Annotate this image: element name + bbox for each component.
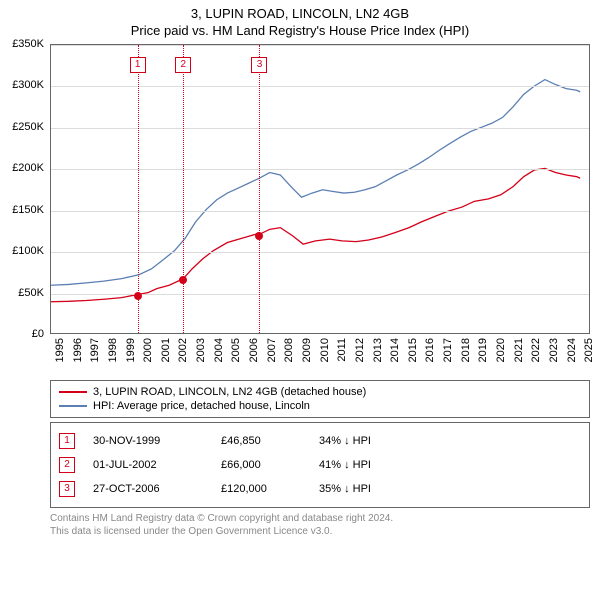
y-tick-label: £50K [18, 287, 44, 299]
sale-marker-line [183, 45, 184, 333]
x-tick-label: 2010 [319, 338, 331, 362]
sale-price: £120,000 [221, 483, 301, 495]
gridline [51, 45, 589, 46]
chart-title-address: 3, LUPIN ROAD, LINCOLN, LN2 4GB [0, 6, 600, 21]
legend-row: HPI: Average price, detached house, Linc… [59, 399, 581, 413]
chart-container: 3, LUPIN ROAD, LINCOLN, LN2 4GB Price pa… [0, 0, 600, 538]
x-tick-label: 1997 [89, 338, 101, 362]
gridline [51, 294, 589, 295]
sale-date: 27-OCT-2006 [93, 483, 203, 495]
x-tick-label: 2004 [213, 338, 225, 362]
line-series-svg [51, 45, 589, 333]
sales-table: 1 30-NOV-1999 £46,850 34% ↓ HPI 2 01-JUL-2002… [50, 422, 590, 508]
legend-swatch [59, 405, 87, 407]
legend-swatch [59, 391, 87, 393]
plot-area: 1 2 3 [50, 44, 590, 334]
x-tick-label: 2009 [301, 338, 313, 362]
y-tick-label: £300K [12, 79, 44, 91]
sale-marker-point [179, 276, 187, 284]
sale-diff: 34% ↓ HPI [319, 435, 371, 447]
x-tick-label: 2001 [160, 338, 172, 362]
x-tick-label: 2016 [424, 338, 436, 362]
gridline [51, 169, 589, 170]
sale-diff: 41% ↓ HPI [319, 459, 371, 471]
sale-price: £46,850 [221, 435, 301, 447]
x-tick-label: 2022 [530, 338, 542, 362]
chart-title-subtitle: Price paid vs. HM Land Registry's House … [0, 23, 600, 38]
x-tick-label: 1996 [72, 338, 84, 362]
x-tick-label: 2011 [336, 338, 348, 362]
footnote-line2: This data is licensed under the Open Gov… [50, 525, 590, 538]
y-axis-labels: £0£50K£100K£150K£200K£250K£300K£350K [0, 44, 48, 334]
gridline [51, 128, 589, 129]
sale-number-box: 1 [59, 433, 75, 449]
x-tick-label: 2003 [195, 338, 207, 362]
x-tick-label: 2005 [230, 338, 242, 362]
x-tick-label: 2012 [354, 338, 366, 362]
x-tick-label: 2024 [566, 338, 578, 362]
sale-marker-box: 3 [251, 57, 267, 73]
x-tick-label: 2025 [583, 338, 595, 362]
gridline [51, 252, 589, 253]
sale-row: 2 01-JUL-2002 £66,000 41% ↓ HPI [59, 453, 581, 477]
x-tick-label: 2007 [266, 338, 278, 362]
chart-titles: 3, LUPIN ROAD, LINCOLN, LN2 4GB Price pa… [0, 0, 600, 38]
legend-label: HPI: Average price, detached house, Linc… [93, 400, 310, 412]
sale-row: 3 27-OCT-2006 £120,000 35% ↓ HPI [59, 477, 581, 501]
x-tick-label: 2002 [177, 338, 189, 362]
x-tick-label: 2013 [372, 338, 384, 362]
x-tick-label: 2017 [442, 338, 454, 362]
x-tick-label: 2023 [548, 338, 560, 362]
y-tick-label: £0 [32, 328, 44, 340]
x-tick-label: 1999 [125, 338, 137, 362]
sale-number-box: 3 [59, 481, 75, 497]
sale-marker-point [134, 292, 142, 300]
x-tick-label: 1998 [107, 338, 119, 362]
x-tick-label: 2019 [477, 338, 489, 362]
x-tick-label: 1995 [54, 338, 66, 362]
y-tick-label: £250K [12, 121, 44, 133]
x-tick-label: 2020 [495, 338, 507, 362]
x-tick-label: 2018 [460, 338, 472, 362]
gridline [51, 211, 589, 212]
sale-marker-point [255, 232, 263, 240]
x-tick-label: 2006 [248, 338, 260, 362]
y-tick-label: £350K [12, 38, 44, 50]
y-tick-label: £150K [12, 204, 44, 216]
x-axis-labels: 1995 1996 1997 1998 1999 2000 2001 2002 2003 2004… [50, 334, 590, 376]
sale-marker-box: 2 [175, 57, 191, 73]
sale-row: 1 30-NOV-1999 £46,850 34% ↓ HPI [59, 429, 581, 453]
sale-date: 01-JUL-2002 [93, 459, 203, 471]
x-tick-label: 2000 [142, 338, 154, 362]
series-hpi [51, 80, 580, 286]
legend: 3, LUPIN ROAD, LINCOLN, LN2 4GB (detache… [50, 380, 590, 418]
sale-number-box: 2 [59, 457, 75, 473]
y-tick-label: £100K [12, 245, 44, 257]
legend-label: 3, LUPIN ROAD, LINCOLN, LN2 4GB (detache… [93, 386, 366, 398]
legend-row: 3, LUPIN ROAD, LINCOLN, LN2 4GB (detache… [59, 385, 581, 399]
sale-date: 30-NOV-1999 [93, 435, 203, 447]
y-tick-label: £200K [12, 162, 44, 174]
x-tick-label: 2008 [283, 338, 295, 362]
series-price_paid [51, 168, 580, 301]
sale-price: £66,000 [221, 459, 301, 471]
footnote-line1: Contains HM Land Registry data © Crown c… [50, 512, 590, 525]
sale-marker-box: 1 [130, 57, 146, 73]
x-tick-label: 2015 [407, 338, 419, 362]
sale-marker-line [138, 45, 139, 333]
footnote: Contains HM Land Registry data © Crown c… [50, 512, 590, 538]
sale-marker-line [259, 45, 260, 333]
gridline [51, 86, 589, 87]
x-tick-label: 2021 [513, 338, 525, 362]
sale-diff: 35% ↓ HPI [319, 483, 371, 495]
x-tick-label: 2014 [389, 338, 401, 362]
